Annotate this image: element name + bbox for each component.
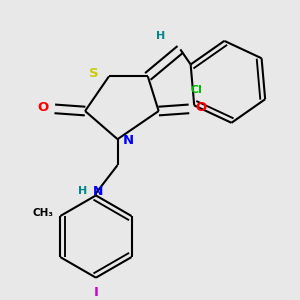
Text: CH₃: CH₃ (32, 208, 53, 218)
Text: O: O (37, 101, 49, 114)
Text: Cl: Cl (190, 85, 202, 95)
Text: O: O (195, 101, 206, 114)
Text: H: H (78, 186, 88, 196)
Text: S: S (89, 67, 99, 80)
Text: N: N (93, 184, 103, 198)
Text: N: N (123, 134, 134, 147)
Text: I: I (94, 286, 98, 299)
Text: H: H (156, 32, 165, 41)
